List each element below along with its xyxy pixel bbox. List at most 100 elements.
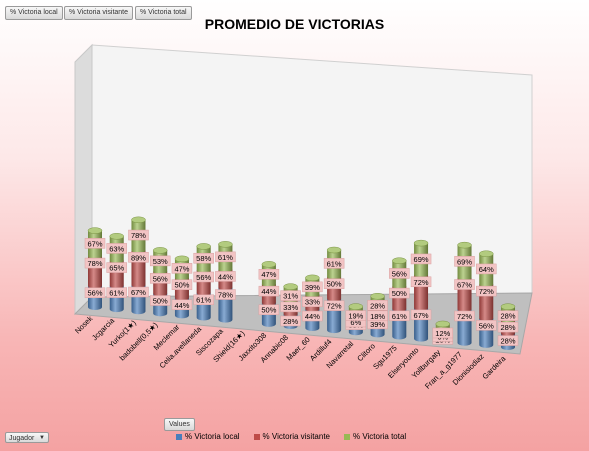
bar-group: 33%6%19% [345, 303, 367, 336]
data-label-visitante: 89% [131, 253, 146, 262]
data-label-bg [302, 281, 323, 293]
data-label-bg [302, 310, 323, 322]
data-label-total: 58% [196, 254, 211, 263]
data-label-visitante: 33% [305, 298, 320, 307]
data-label-local: 50% [153, 297, 168, 306]
data-label-total: 53% [153, 257, 168, 266]
bar-group: 56% 72% 64% [476, 250, 497, 348]
data-label-bg [171, 263, 193, 274]
data-label-total: 69% [457, 257, 472, 266]
legend-item-total: % Victoria total [343, 432, 407, 441]
data-label-bg [476, 263, 497, 275]
bar-top-cap [305, 274, 320, 282]
bar-group: 50% 44% 47% [258, 261, 280, 327]
data-label-local: 67% [131, 288, 146, 297]
data-label-bg [497, 310, 519, 321]
bar-group: 67% 72% 69% [410, 239, 432, 342]
data-label-local: 28% [283, 317, 298, 326]
bar-group: 61% 50% 56% [389, 257, 410, 340]
field-button-total[interactable]: % Victoria total [135, 6, 192, 20]
jugador-filter-dropdown[interactable]: Jugador ▼ [5, 432, 49, 443]
data-label-visitante: 6% [350, 318, 361, 327]
field-button-local[interactable]: % Victoria local [5, 6, 63, 20]
data-label-local: 72% [327, 302, 342, 311]
bar-top-cap [392, 257, 407, 264]
bar-group: 72% 67% 69% [454, 241, 475, 346]
data-label-bg [302, 296, 323, 307]
data-label-bg [497, 321, 519, 333]
data-label-bg [171, 299, 193, 311]
bar-top-cap [131, 216, 146, 224]
legend-label-visitante: % Victoria visitante [262, 432, 330, 441]
data-label-total: 78% [131, 231, 146, 240]
data-label-bg [410, 309, 432, 321]
bar-group: 28% 28% 28% [497, 303, 519, 350]
values-button[interactable]: Values [164, 418, 195, 431]
data-label-bg [454, 310, 475, 322]
data-label-bg [367, 300, 388, 311]
data-label-bg [280, 301, 301, 313]
data-label-local: 50% [261, 306, 276, 315]
bar-top-cap [500, 303, 516, 310]
data-label-local: 67% [414, 311, 429, 320]
bar-group: 39%18% 28% [367, 293, 388, 338]
data-label-bg [84, 238, 106, 249]
data-label-bg [280, 315, 301, 327]
chart-title: PROMEDIO DE VICTORIAS [204, 16, 385, 32]
data-label-total: 19% [348, 312, 363, 321]
data-label-bg [323, 300, 345, 311]
data-label-local: 44% [305, 312, 320, 321]
data-label-bg [367, 310, 388, 322]
data-label-local: 56% [479, 321, 494, 330]
chart-legend: % Victoria local % Victoria visitante % … [176, 432, 406, 441]
data-label-local: 44% [174, 301, 189, 310]
data-label-bg [454, 256, 475, 267]
data-label-total: 47% [261, 270, 276, 279]
data-label-bg [149, 255, 171, 267]
bar-top-cap [109, 233, 124, 240]
bar-top-cap [326, 246, 342, 254]
data-label-bg [454, 279, 475, 290]
legend-item-visitante: % Victoria visitante [253, 432, 330, 441]
data-label-bg [84, 257, 106, 269]
data-label-bg [258, 304, 280, 315]
data-label-total: 64% [479, 265, 494, 274]
data-label-total: 56% [392, 269, 407, 278]
data-label-visitante: 78% [87, 259, 102, 268]
data-label-visitante: 72% [414, 278, 429, 287]
data-label-local: 78% [218, 291, 233, 300]
data-label-bg [149, 273, 171, 284]
data-label-visitante: 56% [153, 274, 168, 283]
data-label-bg [84, 287, 106, 298]
data-label-bg [476, 320, 497, 331]
data-label-bg [193, 294, 214, 305]
bar-group: 72% 50% 61% [323, 246, 345, 334]
bar-top-cap [479, 250, 494, 257]
bar-top-cap [87, 227, 103, 234]
data-label-bg [215, 289, 236, 300]
field-button-visitante[interactable]: % Victoria visitante [64, 6, 134, 20]
data-label-visitante: 18% [370, 312, 385, 321]
data-label-total: 67% [87, 239, 102, 248]
data-label-bg [323, 258, 345, 269]
data-label-visitante: 44% [261, 287, 276, 296]
data-label-visitante: 44% [218, 272, 233, 281]
data-label-visitante: 50% [327, 280, 342, 289]
bar-top-cap [218, 241, 233, 248]
bar-top-cap [348, 303, 364, 310]
data-label-total: 28% [500, 312, 515, 321]
bar-group: 56% 78% 67% [84, 227, 106, 310]
bar-group: 18%6%12% [432, 320, 454, 345]
data-label-bg [106, 287, 127, 298]
legend-swatch-visitante [253, 433, 260, 440]
bar-top-cap [152, 247, 168, 254]
data-label-bg [106, 243, 127, 254]
data-label-bg [193, 271, 214, 283]
legend-swatch-local [176, 433, 182, 440]
data-label-bg [193, 252, 214, 264]
data-label-visitante: 50% [174, 281, 189, 290]
data-label-bg [128, 229, 149, 241]
legend-label-total: % Victoria total [352, 432, 407, 441]
jugador-filter-label: Jugador [9, 435, 35, 442]
